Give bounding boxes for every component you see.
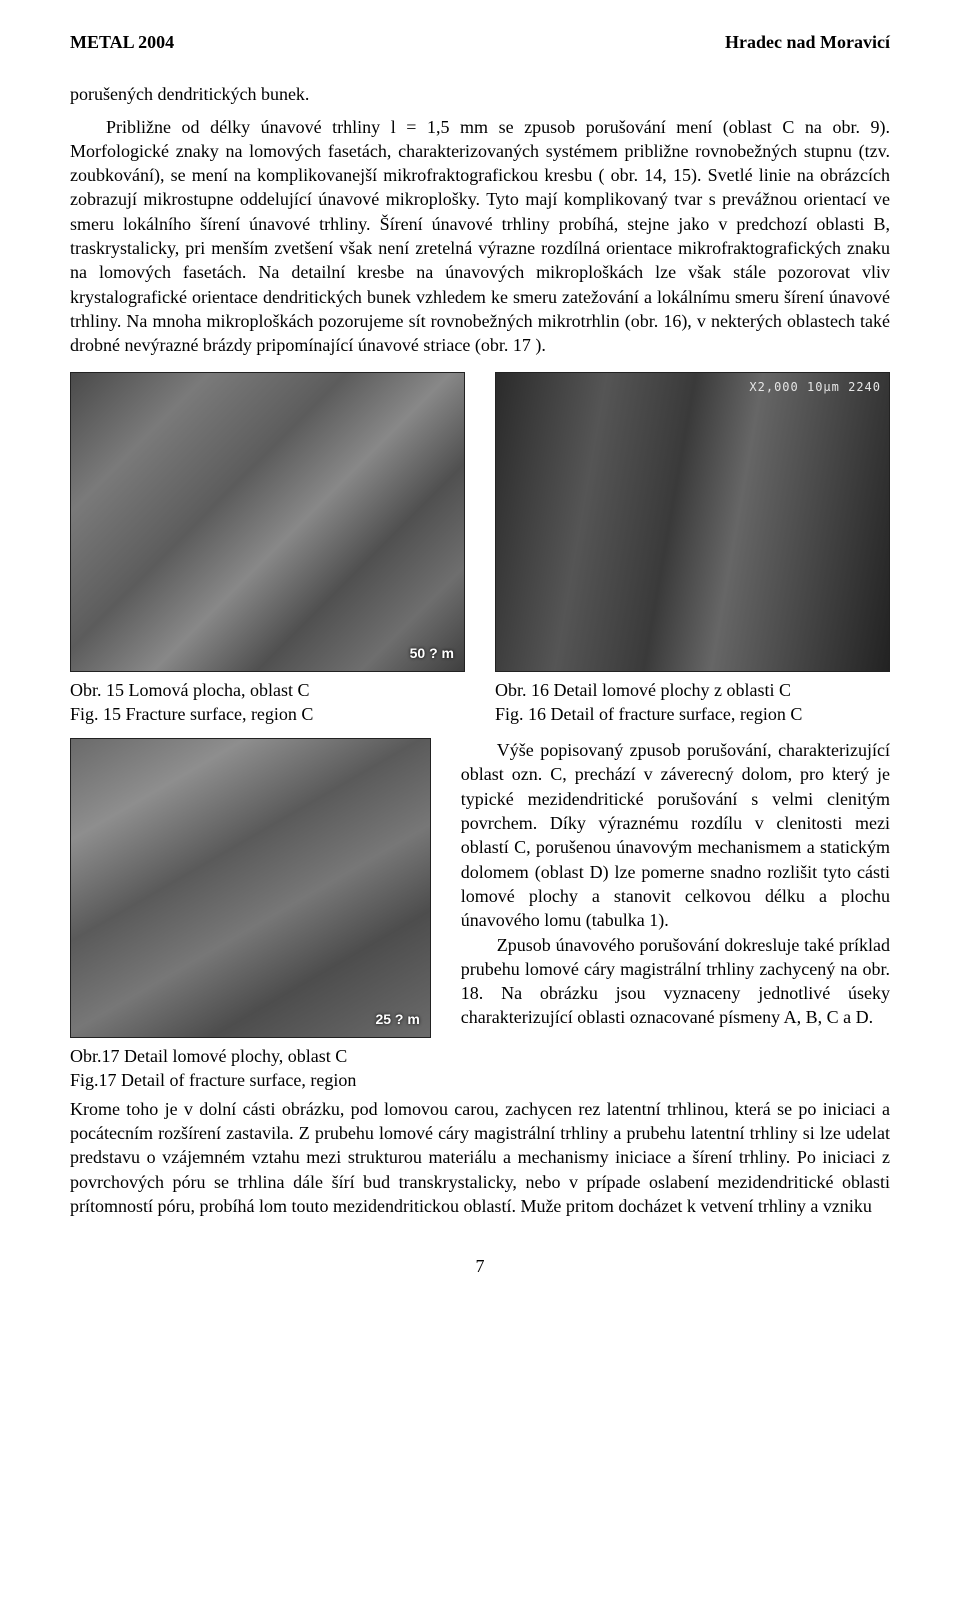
right-paragraph-1: Výše popisovaný zpusob porušování, chara… (461, 738, 890, 932)
figure-17-scalebar: 25 ? m (375, 1010, 419, 1029)
figure-row-top: 50 ? m Obr. 15 Lomová plocha, oblast C F… (70, 372, 890, 727)
figure-15-column: 50 ? m Obr. 15 Lomová plocha, oblast C F… (70, 372, 465, 727)
paragraph-continuation: porušených dendritických bunek. (70, 82, 890, 106)
figure-16-column: X2,000 10µm 2240 Obr. 16 Detail lomové p… (495, 372, 890, 727)
header-left: METAL 2004 (70, 30, 174, 54)
figure-15-caption-en: Fig. 15 Fracture surface, region C (70, 702, 465, 726)
figure-15-caption: Obr. 15 Lomová plocha, oblast C Fig. 15 … (70, 678, 465, 727)
lower-two-column: 25 ? m Obr.17 Detail lomové plochy, obla… (70, 738, 890, 1093)
figure-15-image: 50 ? m (70, 372, 465, 672)
figure-15-caption-cs: Obr. 15 Lomová plocha, oblast C (70, 678, 465, 702)
figure-15-scalebar: 50 ? m (410, 644, 454, 663)
right-text-column: Výše popisovaný zpusob porušování, chara… (461, 738, 890, 1093)
figure-17-image: 25 ? m (70, 738, 431, 1038)
figure-16-image: X2,000 10µm 2240 (495, 372, 890, 672)
right-paragraph-2: Zpusob únavového porušování dokresluje t… (461, 933, 890, 1030)
figure-16-instrument-label: X2,000 10µm 2240 (749, 379, 881, 395)
paragraph-main: Približne od délky únavové trhliny l = 1… (70, 115, 890, 358)
figure-17-caption-en: Fig.17 Detail of fracture surface, regio… (70, 1068, 431, 1092)
continuation-paragraph: Krome toho je v dolní cásti obrázku, pod… (70, 1097, 890, 1218)
figure-17-column: 25 ? m Obr.17 Detail lomové plochy, obla… (70, 738, 431, 1093)
page-number: 7 (70, 1254, 890, 1278)
figure-16-caption-en: Fig. 16 Detail of fracture surface, regi… (495, 702, 890, 726)
figure-17-caption: Obr.17 Detail lomové plochy, oblast C Fi… (70, 1044, 431, 1093)
page-header: METAL 2004 Hradec nad Moravicí (70, 30, 890, 54)
figure-17-caption-cs: Obr.17 Detail lomové plochy, oblast C (70, 1044, 431, 1068)
figure-16-caption: Obr. 16 Detail lomové plochy z oblasti C… (495, 678, 890, 727)
header-right: Hradec nad Moravicí (725, 30, 890, 54)
figure-16-caption-cs: Obr. 16 Detail lomové plochy z oblasti C (495, 678, 890, 702)
